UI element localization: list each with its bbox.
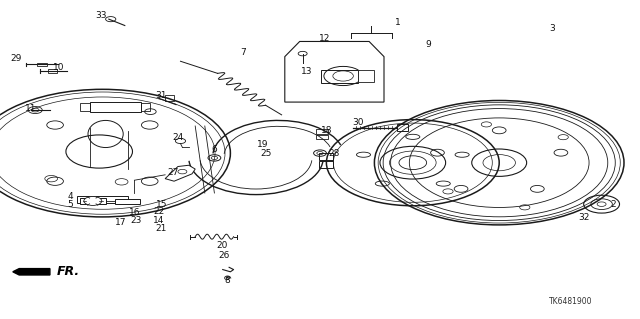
Text: 22: 22 — [153, 207, 164, 216]
Bar — [397, 124, 408, 131]
Bar — [316, 135, 328, 139]
Text: 33: 33 — [95, 11, 107, 20]
Text: 8: 8 — [225, 276, 230, 285]
Text: 27: 27 — [167, 168, 179, 177]
Bar — [80, 198, 106, 204]
Text: 9: 9 — [426, 40, 431, 49]
Text: 3: 3 — [549, 24, 554, 33]
Bar — [37, 63, 47, 66]
Text: 25: 25 — [260, 149, 271, 158]
Text: 31: 31 — [156, 91, 167, 100]
Text: 11: 11 — [25, 104, 36, 113]
Bar — [358, 70, 374, 82]
Text: 10: 10 — [53, 63, 65, 72]
Bar — [115, 199, 140, 204]
Text: 7: 7 — [241, 48, 246, 57]
Bar — [80, 103, 90, 111]
Text: 23: 23 — [130, 216, 141, 225]
Bar — [90, 102, 141, 112]
Text: 29: 29 — [10, 54, 22, 63]
Text: 6: 6 — [212, 145, 217, 154]
Text: 12: 12 — [319, 34, 331, 43]
Bar — [321, 70, 358, 83]
Text: 16: 16 — [129, 208, 140, 217]
Text: 20: 20 — [216, 241, 228, 250]
Text: 13: 13 — [301, 67, 313, 76]
Text: 26: 26 — [218, 251, 230, 260]
Text: 1: 1 — [396, 18, 401, 27]
Text: 17: 17 — [115, 218, 126, 227]
Polygon shape — [13, 269, 50, 275]
Text: 24: 24 — [172, 133, 184, 142]
Text: 32: 32 — [579, 213, 590, 222]
Bar — [77, 196, 128, 203]
Text: 4: 4 — [68, 192, 73, 201]
Bar — [141, 103, 150, 111]
Bar — [48, 69, 57, 73]
Text: 18: 18 — [321, 126, 332, 135]
Text: 2: 2 — [611, 200, 616, 209]
Bar — [319, 161, 333, 168]
Text: 21: 21 — [156, 224, 167, 233]
Text: 30: 30 — [353, 118, 364, 127]
Text: 5: 5 — [68, 200, 73, 209]
Text: 28: 28 — [328, 149, 340, 158]
Bar — [165, 95, 174, 101]
Text: FR.: FR. — [56, 265, 79, 278]
Text: 14: 14 — [153, 216, 164, 225]
Text: 15: 15 — [156, 200, 168, 209]
Text: 19: 19 — [257, 140, 268, 149]
Bar — [319, 153, 333, 160]
Circle shape — [84, 197, 102, 205]
Polygon shape — [165, 165, 195, 181]
Bar — [316, 129, 328, 134]
Text: TK6481900: TK6481900 — [549, 297, 593, 306]
